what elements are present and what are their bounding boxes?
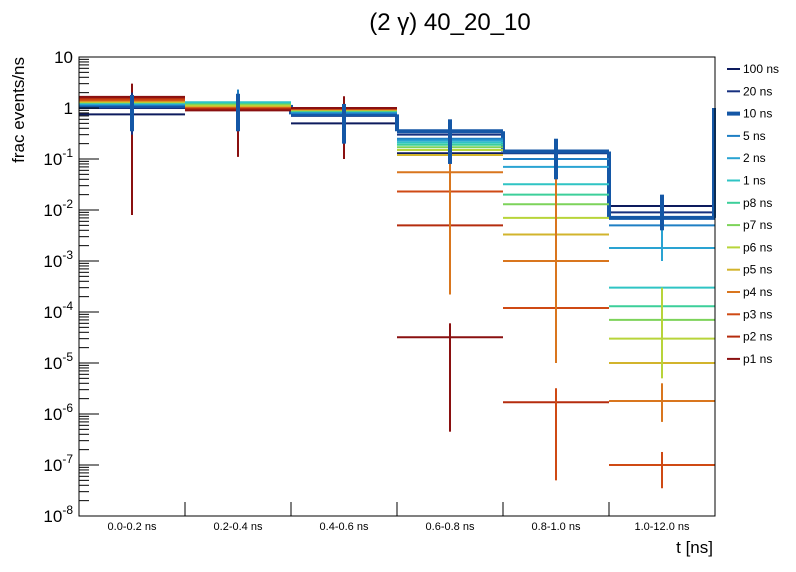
y-tick-exponent: -2 — [62, 197, 73, 211]
legend-label: p7 ns — [743, 218, 772, 232]
y-tick-label: 10-6 — [43, 401, 73, 424]
y-tick-label: 10-3 — [43, 248, 73, 271]
y-tick-exponent: -4 — [62, 299, 73, 313]
x-category-label: 0.0-0.2 ns — [108, 521, 157, 533]
legend-item: p2 ns — [727, 330, 772, 344]
legend-label: p3 ns — [743, 307, 772, 321]
y-tick-base: 10 — [43, 303, 62, 322]
x-category-label: 0.2-0.4 ns — [214, 521, 263, 533]
legend-label: 5 ns — [743, 129, 766, 143]
y-tick-base: 10 — [43, 354, 62, 373]
legend-item: p7 ns — [727, 218, 772, 232]
y-tick-exponent: -3 — [62, 248, 73, 262]
legend-label: p1 ns — [743, 352, 772, 366]
legend-label: p6 ns — [743, 240, 772, 254]
x-category-label: 0.4-0.6 ns — [320, 521, 369, 533]
y-tick-exponent: -8 — [62, 503, 73, 517]
chart-title: (2 γ) 40_20_10 — [369, 9, 530, 36]
legend-item: p3 ns — [727, 307, 772, 321]
y-tick-label: 1 — [64, 99, 73, 118]
legend-item: p5 ns — [727, 263, 772, 277]
series-p6-ns — [79, 100, 715, 340]
y-tick-exponent: -7 — [62, 452, 73, 466]
legend-label: 1 ns — [743, 174, 766, 188]
y-tick-label: 10-8 — [43, 503, 73, 526]
x-axis-title: t [ns] — [676, 538, 713, 557]
legend-label: p2 ns — [743, 330, 772, 344]
legend-item: p6 ns — [727, 240, 772, 254]
y-tick-label: 10-1 — [43, 146, 73, 169]
y-tick-exponent: -1 — [62, 146, 73, 160]
y-tick-base: 10 — [54, 48, 73, 67]
y-tick-base: 10 — [43, 507, 62, 526]
legend-item: 5 ns — [727, 129, 766, 143]
y-tick-base: 10 — [43, 405, 62, 424]
legend: 100 ns 20 ns 10 ns 5 ns 2 ns 1 ns p8 ns p7 ns p6… — [727, 62, 779, 366]
y-tick-base: 10 — [43, 201, 62, 220]
y-tick-label: 10-2 — [43, 197, 73, 220]
x-category-label: 0.8-1.0 ns — [532, 521, 581, 533]
legend-item: 20 ns — [727, 84, 772, 98]
y-tick-label: 10-5 — [43, 350, 73, 373]
series-layer — [79, 95, 716, 466]
y-axis-title: frac events/ns — [9, 57, 28, 163]
y-tick-label: 10-4 — [43, 299, 73, 322]
legend-label: 100 ns — [743, 62, 779, 76]
legend-label: 2 ns — [743, 151, 766, 165]
y-tick-base: 10 — [43, 456, 62, 475]
legend-label: p8 ns — [743, 196, 772, 210]
legend-label: 20 ns — [743, 84, 772, 98]
legend-item: p1 ns — [727, 352, 772, 366]
series-10-ns — [79, 102, 716, 220]
legend-item: 10 ns — [727, 107, 772, 121]
legend-label: p5 ns — [743, 263, 772, 277]
y-tick-exponent: -5 — [62, 350, 73, 364]
x-category-label: 0.6-0.8 ns — [426, 521, 475, 533]
legend-item: 2 ns — [727, 151, 766, 165]
y-tick-label: 10-7 — [43, 452, 73, 475]
errorbar-layer — [130, 83, 664, 489]
y-tick-label: 10 — [54, 48, 73, 67]
legend-label: p4 ns — [743, 285, 772, 299]
y-tick-base: 1 — [64, 99, 73, 118]
legend-item: p4 ns — [727, 285, 772, 299]
y-tick-base: 10 — [43, 252, 62, 271]
legend-item: p8 ns — [727, 196, 772, 210]
x-axis: 0.0-0.2 ns 0.2-0.4 ns 0.4-0.6 ns 0.6-0.8 ns… — [108, 502, 690, 533]
legend-item: 100 ns — [727, 62, 779, 76]
legend-item: 1 ns — [727, 174, 766, 188]
x-category-label: 1.0-12.0 ns — [634, 521, 690, 533]
legend-label: 10 ns — [743, 107, 772, 121]
y-tick-exponent: -6 — [62, 401, 73, 415]
y-tick-base: 10 — [43, 150, 62, 169]
